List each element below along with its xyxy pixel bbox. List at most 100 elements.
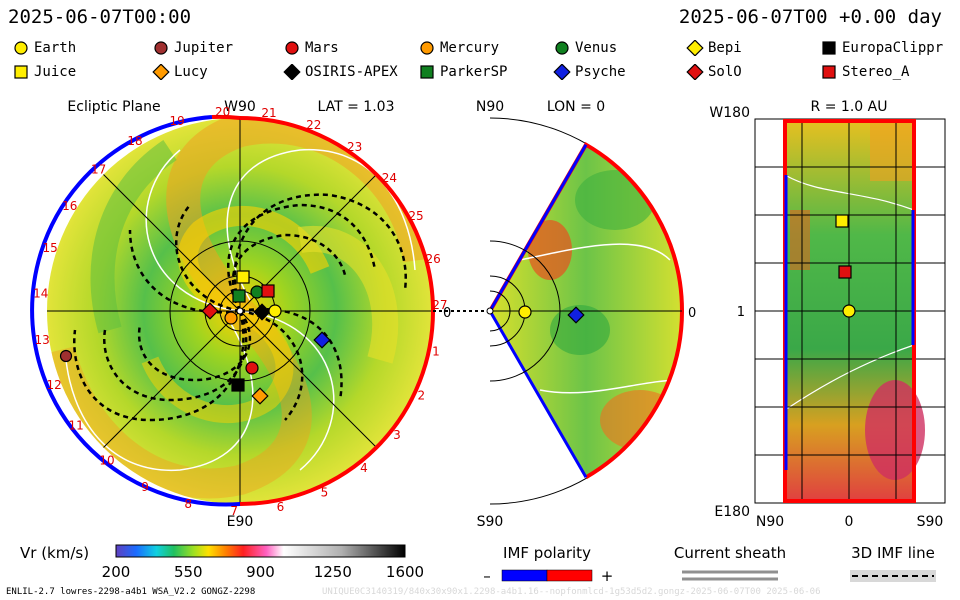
meridional-top-label: N90	[476, 99, 504, 115]
marker-earth	[842, 304, 856, 318]
legend-label: Juice	[34, 64, 77, 80]
imf-plus: +	[601, 567, 614, 585]
rotation-number: 5	[321, 485, 329, 499]
rotation-number: 20	[215, 105, 230, 119]
legend-marker	[686, 40, 704, 56]
marker-venus	[250, 285, 264, 299]
ecliptic-right-label: 0	[443, 306, 451, 321]
legend-item-europaclippr: EuropaClippr	[820, 40, 943, 56]
radial-panel: R = 1.0 AU W180 1 E180 N90 0 S90	[709, 99, 946, 530]
legend-item-lucy: Lucy	[152, 64, 208, 80]
radial-mid-left-label: 1	[737, 305, 745, 320]
legend-label: Venus	[575, 40, 618, 56]
marker-mercury	[224, 311, 238, 325]
legend-marker	[420, 41, 434, 55]
marker-lucy	[251, 387, 269, 405]
rotation-number: 6	[277, 500, 285, 514]
ecliptic-lat-label: LAT = 1.03	[318, 99, 395, 115]
rotation-number: 25	[408, 209, 423, 223]
legend-item-mercury: Mercury	[418, 40, 499, 56]
circle-marker-icon	[285, 41, 299, 55]
marker-europaclippr	[231, 378, 245, 392]
meridional-lon-label: LON = 0	[547, 99, 605, 115]
legend-label: Lucy	[174, 64, 208, 80]
rotation-number: 15	[43, 241, 58, 255]
legend-marker	[555, 41, 569, 55]
colorbar-tick: 550	[174, 563, 203, 581]
legend-marker	[553, 64, 571, 80]
square-marker-icon	[420, 65, 434, 79]
legend-item-osiris-apex: OSIRIS-APEX	[283, 64, 398, 80]
marker-jupiter	[59, 349, 73, 363]
marker-solo	[201, 302, 219, 320]
rotation-number: 27	[432, 298, 447, 312]
imf-title: IMF polarity	[503, 544, 591, 562]
imf-minus: –	[483, 567, 491, 585]
legend-marker	[822, 41, 836, 55]
legend-label: SolO	[708, 64, 742, 80]
meridional-panel: N90 LON = 0 S90 0	[476, 99, 696, 530]
legend-label: Earth	[34, 40, 77, 56]
colorbar-tick: 1250	[314, 563, 352, 581]
radial-top-left-label: W180	[709, 105, 750, 121]
legend-item-parkersp: ParkerSP	[418, 64, 507, 80]
footer-right: UNIQUE0C3140319/840x30x90x1.2298-a4b1.16…	[322, 587, 821, 597]
marker-earth	[518, 305, 532, 319]
rotation-number: 12	[46, 378, 61, 392]
ecliptic-title: Ecliptic Plane	[67, 99, 160, 115]
imf-line-title: 3D IMF line	[851, 544, 935, 562]
legend-label: Mars	[305, 40, 339, 56]
footer-left: ENLIL-2.7 lowres-2298-a4b1 WSA_V2.2 GONG…	[6, 587, 256, 597]
diamond-marker-icon	[152, 64, 170, 80]
meridional-right-label: 0	[688, 306, 696, 321]
colorbar-tick: 900	[246, 563, 275, 581]
rotation-number: 13	[34, 333, 49, 347]
rotation-number: 1	[432, 344, 440, 358]
legend-label: Psyche	[575, 64, 626, 80]
datetime-left: 2025-06-07T00:00	[8, 6, 192, 28]
radial-bottom-label-0: N90	[756, 514, 784, 530]
imf-line-legend: 3D IMF line	[850, 544, 936, 582]
marker-stereo-a	[838, 265, 852, 279]
marker-juice	[835, 214, 849, 228]
colorbar-tick: 200	[102, 563, 131, 581]
rotation-number: 23	[347, 140, 362, 154]
rotation-number: 21	[261, 106, 276, 120]
marker-juice	[236, 270, 250, 284]
rotation-number: 8	[184, 497, 192, 511]
circle-marker-icon	[14, 41, 28, 55]
radial-radius-label: R = 1.0 AU	[811, 99, 888, 115]
rotation-number: 9	[141, 480, 149, 494]
legend-marker	[283, 64, 301, 80]
circle-marker-icon	[154, 41, 168, 55]
legend-item-solo: SolO	[686, 64, 742, 80]
marker-psyche	[313, 331, 331, 349]
legend-marker	[420, 65, 434, 79]
radial-bottom-left-label: E180	[714, 504, 750, 520]
legend-item-earth: Earth	[12, 40, 76, 56]
legend-item-jupiter: Jupiter	[152, 40, 233, 56]
marker-parkersp	[232, 289, 246, 303]
diamond-marker-icon	[686, 64, 704, 80]
diamond-marker-icon	[553, 64, 571, 80]
current-sheath-title: Current sheath	[674, 544, 786, 562]
square-marker-icon	[822, 65, 836, 79]
marker-osiris-apex	[253, 303, 271, 321]
legend-marker	[14, 41, 28, 55]
colorbar: Vr (km/s) 200 550 900 1250 1600	[20, 544, 424, 581]
legend-item-psyche: Psyche	[553, 64, 626, 80]
radial-bottom-label-2: S90	[917, 514, 944, 530]
marker-earth	[268, 304, 282, 318]
circle-marker-icon	[555, 41, 569, 55]
rotation-number: 24	[382, 171, 397, 185]
marker-psyche	[567, 306, 585, 324]
rotation-number: 3	[393, 428, 401, 442]
legend-item-stereo-a: Stereo_A	[820, 64, 909, 80]
legend-item-mars: Mars	[283, 40, 339, 56]
legend-label: Jupiter	[174, 40, 234, 56]
legend-label: EuropaClippr	[842, 40, 944, 56]
meridional-bottom-label: S90	[477, 514, 504, 530]
legend-item-juice: Juice	[12, 64, 76, 80]
legend-label: Mercury	[440, 40, 500, 56]
imf-polarity-legend: IMF polarity – +	[483, 544, 613, 585]
